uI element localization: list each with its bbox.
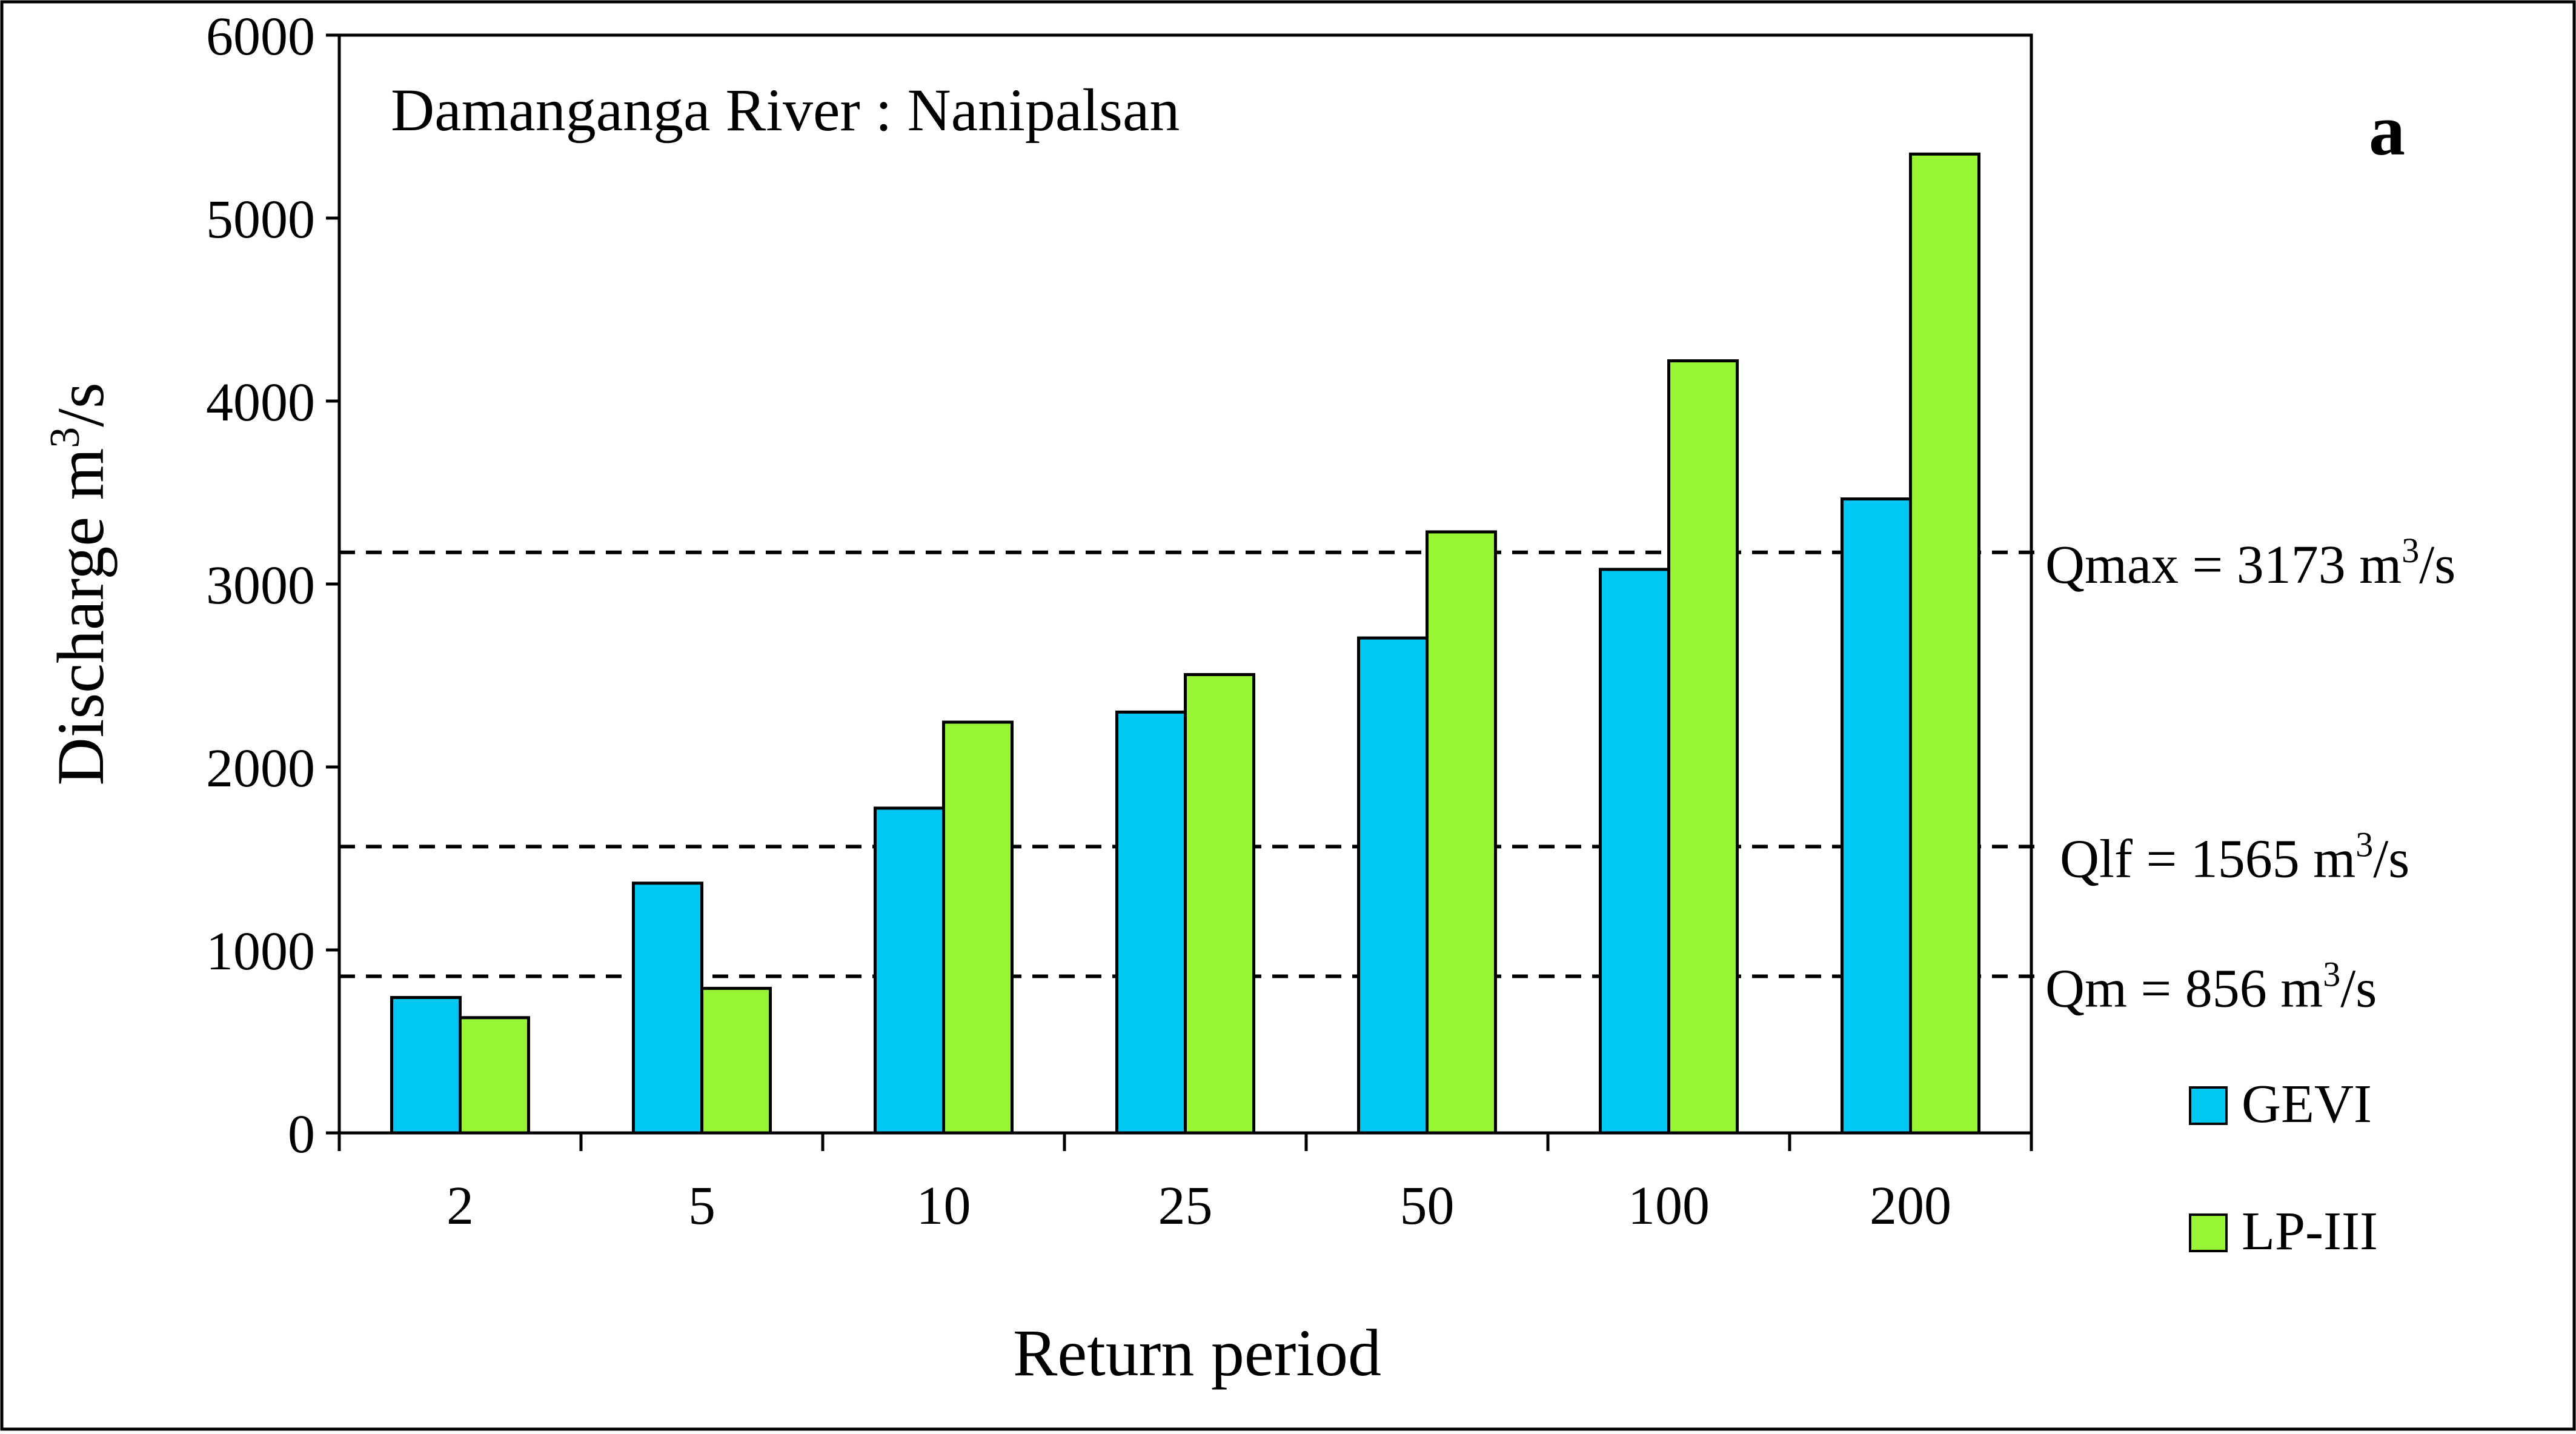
x-tick-label: 10 <box>917 1176 971 1236</box>
bar-lp-iii-200 <box>1909 152 1980 1135</box>
bar-lp-iii-100 <box>1667 359 1739 1135</box>
plot-area-frame <box>337 33 2033 1135</box>
reference-line-label: Qm = 856 m3/s <box>2045 954 2377 1018</box>
y-axis-title-tail: /s <box>44 382 118 427</box>
bar-gevi-25 <box>1115 710 1187 1135</box>
legend-label: LP-III <box>2242 1201 2378 1261</box>
bar-gevi-10 <box>874 806 945 1135</box>
chart-title: Damanganga River : Nanipalsan <box>391 76 1180 144</box>
x-tick-label: 5 <box>688 1176 715 1236</box>
reference-lines-group: Qmax = 3173 m3/s Qlf = 1565 m3/s Qm = 856 … <box>339 531 2455 1018</box>
y-tick-label: 2000 <box>206 739 315 798</box>
legend-swatch-lp-iii <box>2189 1213 2228 1252</box>
bar-gevi-100 <box>1599 568 1670 1135</box>
bar-lp-iii-25 <box>1184 672 1255 1135</box>
bar-gevi-50 <box>1357 636 1429 1135</box>
reference-line-label: Qlf = 1565 m3/s <box>2060 825 2409 889</box>
bar-gevi-2 <box>390 996 462 1135</box>
y-tick-label: 4000 <box>206 373 315 433</box>
bar-lp-iii-50 <box>1426 530 1497 1135</box>
legend-swatch-gevi <box>2189 1086 2228 1125</box>
bar-lp-iii-5 <box>700 986 772 1135</box>
y-tick-label: 6000 <box>206 7 315 67</box>
y-tick-label: 5000 <box>206 190 315 250</box>
bars-group <box>390 152 1980 1135</box>
x-tick-label: 100 <box>1628 1176 1710 1236</box>
y-axis-title-main: Discharge m <box>44 448 118 786</box>
y-axis-title: Discharge m3/s <box>42 382 118 785</box>
y-axis-title-superscript: 3 <box>42 427 88 448</box>
bar-lp-iii-2 <box>459 1016 530 1135</box>
y-tick-label: 0 <box>288 1104 315 1164</box>
y-tick-label: 1000 <box>206 921 315 981</box>
bar-lp-iii-10 <box>942 720 1014 1135</box>
legend: GEVI LP-III <box>2189 1074 2378 1261</box>
panel-label: a <box>2369 90 2405 170</box>
reference-line-label: Qmax = 3173 m3/s <box>2045 531 2455 595</box>
bar-gevi-200 <box>1841 497 1912 1135</box>
y-tick-label: 3000 <box>206 556 315 616</box>
x-tick-label: 2 <box>446 1176 474 1236</box>
x-axis-title: Return period <box>1013 1316 1381 1390</box>
legend-label: GEVI <box>2242 1074 2372 1134</box>
x-tick-label: 50 <box>1400 1176 1455 1236</box>
x-tick-label: 200 <box>1870 1176 1951 1236</box>
bar-gevi-5 <box>632 881 703 1135</box>
x-tick-label: 25 <box>1158 1176 1213 1236</box>
